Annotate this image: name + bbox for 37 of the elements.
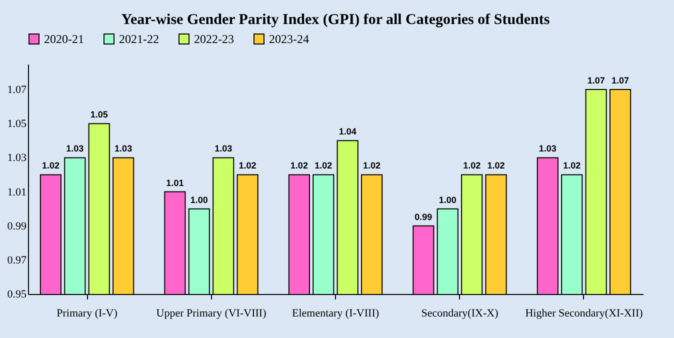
data-label: 1.04 [338,126,356,137]
data-label: 1.00 [438,194,456,205]
y-tick-label: 1.05 [7,118,27,130]
x-tick-label: Elementary (I-VIII) [292,308,380,320]
legend-label: 2023-24 [269,32,309,46]
y-tick-label: 0.95 [7,288,27,300]
data-label: 1.02 [42,160,60,171]
data-label: 1.02 [238,160,256,171]
data-label: 1.02 [314,160,332,171]
chart-title: Year-wise Gender Parity Index (GPI) for all Categories of Students [121,12,550,28]
x-tick-label: Higher Secondary(XI-XII) [525,308,644,320]
y-tick-label: 0.97 [7,254,27,266]
y-tick-label: 1.01 [7,186,26,198]
data-label: 1.03 [114,144,132,154]
data-label: 1.01 [166,178,184,188]
x-tick-label: Primary (I-V) [56,308,118,320]
y-tick-label: 0.99 [7,220,27,232]
data-label: 1.07 [612,76,630,86]
data-label: 1.02 [463,160,481,171]
legend-label: 2020-21 [44,32,84,46]
data-label: 1.05 [90,110,108,120]
data-label: 1.07 [587,76,605,86]
legend-label: 2022-23 [194,32,234,46]
x-tick-label: Secondary(IX-X) [421,308,499,320]
data-label: 1.02 [290,160,308,171]
x-tick-label: Upper Primary (VI-VIII) [156,308,267,320]
y-tick-label: 1.07 [7,84,27,96]
legend-label: 2021-22 [119,32,159,46]
data-label: 1.03 [538,144,556,154]
data-label: 1.03 [66,144,84,154]
data-label: 1.00 [190,194,208,205]
data-label: 1.03 [214,144,232,154]
data-label: 1.02 [363,160,381,171]
data-label: 1.02 [487,160,505,171]
y-tick-label: 1.03 [7,152,27,164]
data-label: 1.02 [563,160,581,171]
data-label: 0.99 [414,212,432,222]
